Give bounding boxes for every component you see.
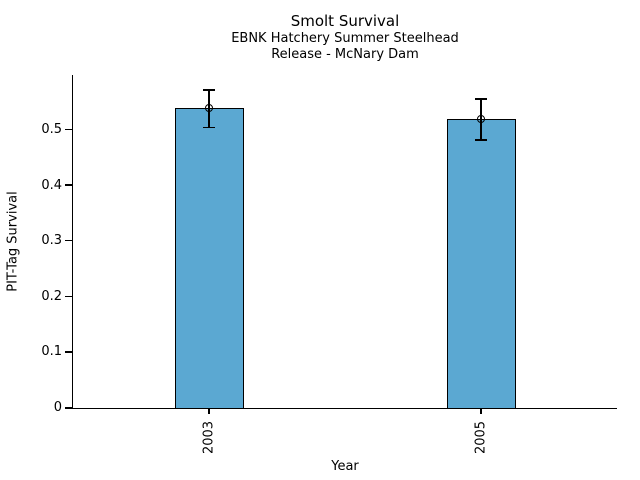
y-tick-label: 0.3 [41,233,62,249]
chart-subtitle-line1: EBNK Hatchery Summer Steelhead [231,31,459,46]
y-tick [64,295,72,298]
x-tick-label-2003: 2003 [201,420,217,455]
error-cap-low-2005 [475,139,487,141]
x-axis-label: Year [331,459,359,474]
x-tick [480,409,482,414]
error-cap-high-2003 [203,89,215,91]
chart-title: Smolt Survival [290,12,400,30]
y-tick [64,351,72,353]
y-tick-label: 0.1 [41,344,62,360]
bar-2005 [446,118,516,409]
point-marker-2005 [477,114,485,123]
error-cap-low-2003 [203,126,215,129]
x-tick [208,409,210,414]
error-cap-high-2005 [475,98,487,100]
y-axis-line [71,75,73,409]
y-tick [64,128,72,131]
y-tick-label: 0.5 [41,122,62,137]
y-tick [64,406,72,409]
y-tick-label: 0.2 [41,288,62,304]
chart-subtitle-line2: Release - McNary Dam [271,47,419,62]
y-tick [64,184,72,186]
x-axis-line [65,407,617,409]
point-marker-2003 [205,104,213,113]
y-tick-label: 0 [53,400,62,415]
x-tick-label-2005: 2005 [473,420,489,455]
y-tick-label: 0.4 [41,177,62,193]
bar-2003 [174,108,244,409]
y-tick [64,239,72,242]
